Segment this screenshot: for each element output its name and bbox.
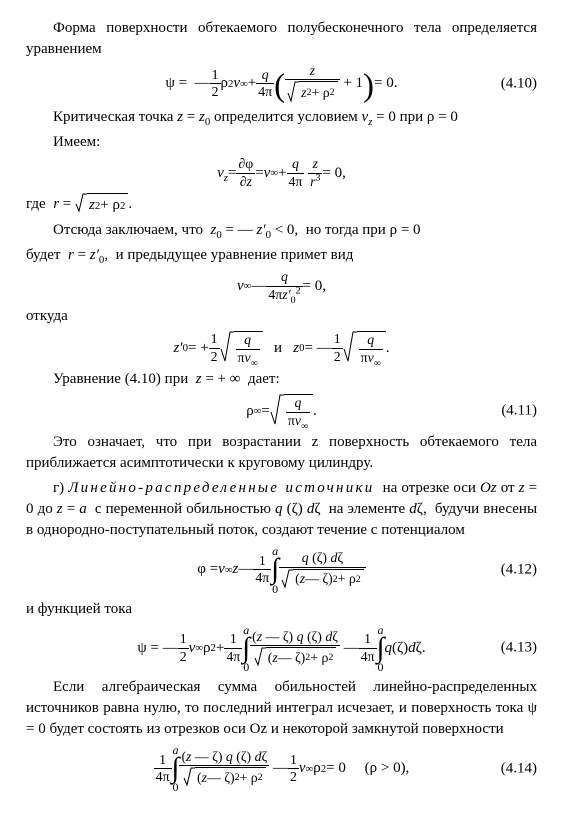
text: Имеем:	[53, 134, 100, 150]
text: с переменной обильностью	[95, 501, 271, 517]
text: Отсюда заключаем, что	[53, 222, 203, 238]
para-7: откуда	[26, 306, 537, 327]
text: и предыдущее уравнение примет вид	[116, 247, 354, 263]
text: откуда	[26, 308, 68, 324]
text: Критическая точка	[53, 109, 173, 125]
eq-vz: vz = ∂φ∂z = v∞ + q4π zr3 = 0,	[26, 157, 537, 189]
text: и функцией тока	[26, 601, 132, 617]
para-1: Форма поверхности обтекаемого полубескон…	[26, 18, 537, 60]
para-14: Если алгебраическая сумма обильностей ли…	[26, 677, 537, 740]
cond: (ρ > 0),	[365, 758, 410, 779]
eq-num: (4.14)	[501, 758, 537, 779]
text: до	[38, 501, 53, 517]
eq-num: (4.10)	[501, 73, 537, 94]
para-4: где r = z2 + ρ2.	[26, 193, 537, 216]
eq-z0: z′0 = + 12 qπv∞ и z0 = — 12 qπv∞ .	[26, 331, 537, 365]
eq-body: 14π a∫0 (z — ζ) q (ζ) dζ(z — ζ)2 + ρ2 — …	[154, 744, 410, 793]
para-10: г) Линейно-распределенные источники на о…	[26, 478, 537, 541]
eq-body: φ = v∞z — 14π a∫0 q (ζ) dζ(z — ζ)2 + ρ2	[197, 545, 365, 594]
text: Если алгебраическая сумма обильностей ли…	[26, 679, 537, 737]
para-6: будет r = z′0, и предыдущее уравнение пр…	[26, 245, 537, 266]
para-8: Уравнение (4.10) при z = + ∞ дает:	[26, 369, 537, 390]
text: на элементе	[329, 501, 405, 517]
eq-body: ρ∞ = qπv∞ .	[246, 394, 317, 428]
eq-num: (4.13)	[501, 638, 537, 659]
text: но тогда при	[306, 222, 386, 238]
text: определится условием	[214, 109, 358, 125]
eq-vinf: v∞ — q4πz′02 = 0,	[26, 270, 537, 302]
eq-4-12: φ = v∞z — 14π a∫0 q (ζ) dζ(z — ζ)2 + ρ2 …	[26, 545, 537, 594]
eq-num: (4.11)	[501, 401, 537, 422]
text: Форма поверхности обтекаемого полубескон…	[26, 20, 537, 57]
para-5: Отсюда заключаем, что z0 = — z′0 < 0, но…	[26, 220, 537, 241]
para-3: Имеем:	[26, 132, 537, 153]
eq-4-10: ψ = — 12 ρ2v∞ + q4π ( zz2 + ρ2 + 1) = 0.…	[26, 64, 537, 103]
eq-body: vz = ∂φ∂z = v∞ + q4π zr3 = 0,	[217, 157, 346, 189]
text: дает:	[248, 371, 280, 387]
text: Это означает, что при возрастании z пове…	[26, 434, 537, 471]
text: на отрезке оси	[383, 480, 476, 496]
para-13: и функцией тока	[26, 599, 537, 620]
eq-body: v∞ — q4πz′02 = 0,	[237, 270, 326, 302]
text: Уравнение (4.10) при	[53, 371, 188, 387]
eq-body: z′0 = + 12 qπv∞ и z0 = — 12 qπv∞ .	[173, 331, 389, 365]
text: при	[400, 109, 424, 125]
eq-body: ψ = — 12 v∞ρ2 + 14π a∫0 (z — ζ) q (ζ) dζ…	[137, 624, 425, 673]
heading: Линейно-распределенные источники	[68, 480, 374, 496]
eq-body: ψ = — 12 ρ2v∞ + q4π ( zz2 + ρ2 + 1) = 0.	[165, 64, 397, 103]
eq-4-14: 14π a∫0 (z — ζ) q (ζ) dζ(z — ζ)2 + ρ2 — …	[26, 744, 537, 793]
text: будет	[26, 247, 60, 263]
para-9: Это означает, что при возрастании z пове…	[26, 432, 537, 474]
eq-4-13: ψ = — 12 v∞ρ2 + 14π a∫0 (z — ζ) q (ζ) dζ…	[26, 624, 537, 673]
text: г)	[53, 480, 64, 496]
para-2: Критическая точка z = z0 определится усл…	[26, 107, 537, 128]
word-i: и	[274, 338, 282, 359]
eq-4-11: ρ∞ = qπv∞ . (4.11)	[26, 394, 537, 428]
text: от	[501, 480, 515, 496]
eq-num: (4.12)	[501, 559, 537, 580]
text: где	[26, 196, 46, 212]
